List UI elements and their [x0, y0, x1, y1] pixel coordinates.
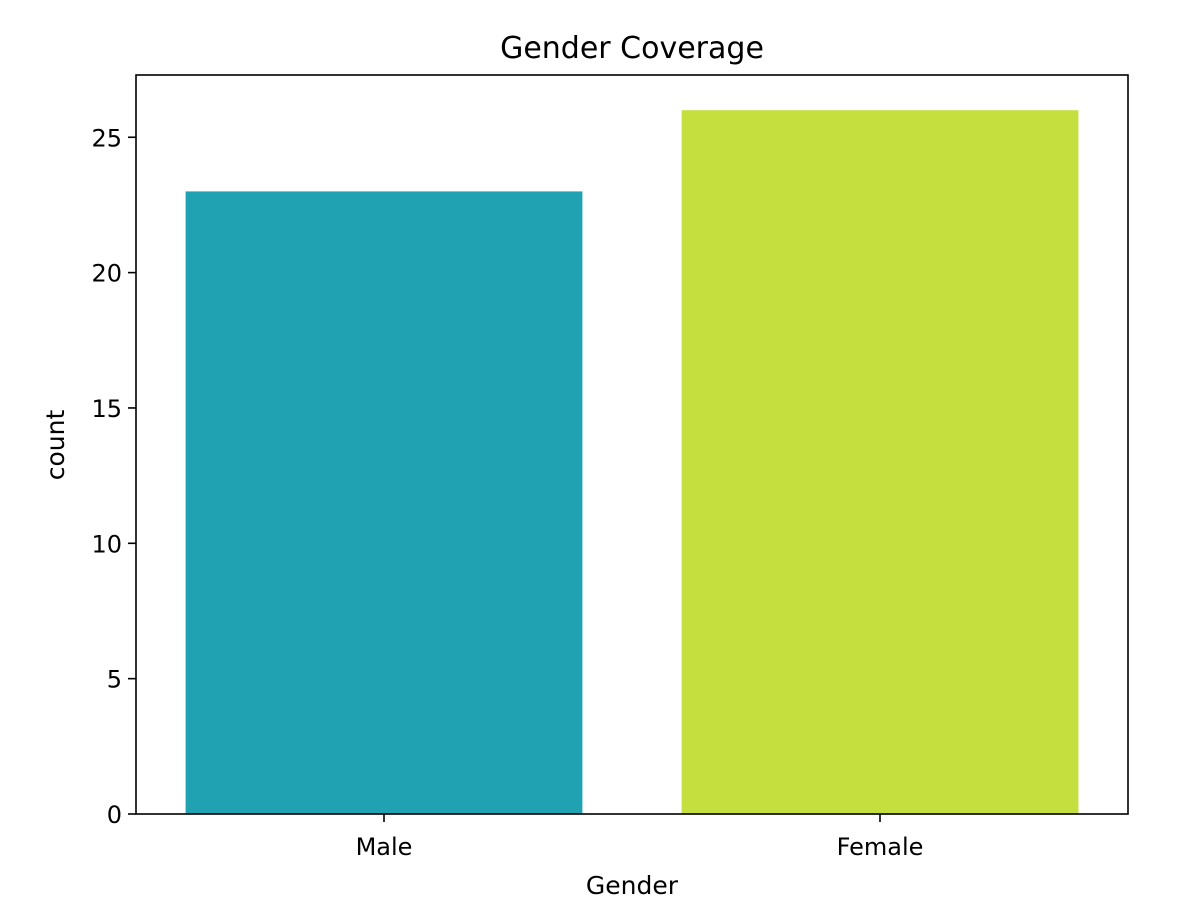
y-tick-label: 10: [91, 530, 122, 558]
x-tick-label: Female: [837, 833, 924, 861]
x-axis: Male Female: [356, 814, 924, 861]
y-tick-label: 25: [91, 124, 122, 152]
x-axis-label: Gender: [586, 871, 679, 900]
y-tick-label: 20: [91, 260, 122, 288]
bar-female: [681, 110, 1079, 814]
y-axis: 0 5 10 15 20 25: [91, 124, 136, 829]
chart-title: Gender Coverage: [500, 31, 764, 66]
bars-group: [185, 110, 1079, 814]
y-tick-label: 5: [107, 666, 122, 694]
plot-frame: [135, 74, 1129, 815]
y-axis-label: count: [41, 410, 70, 481]
x-tick-label: Male: [356, 833, 413, 861]
y-tick-label: 15: [91, 395, 122, 423]
bar-male: [185, 191, 583, 814]
y-tick-label: 0: [107, 801, 122, 829]
